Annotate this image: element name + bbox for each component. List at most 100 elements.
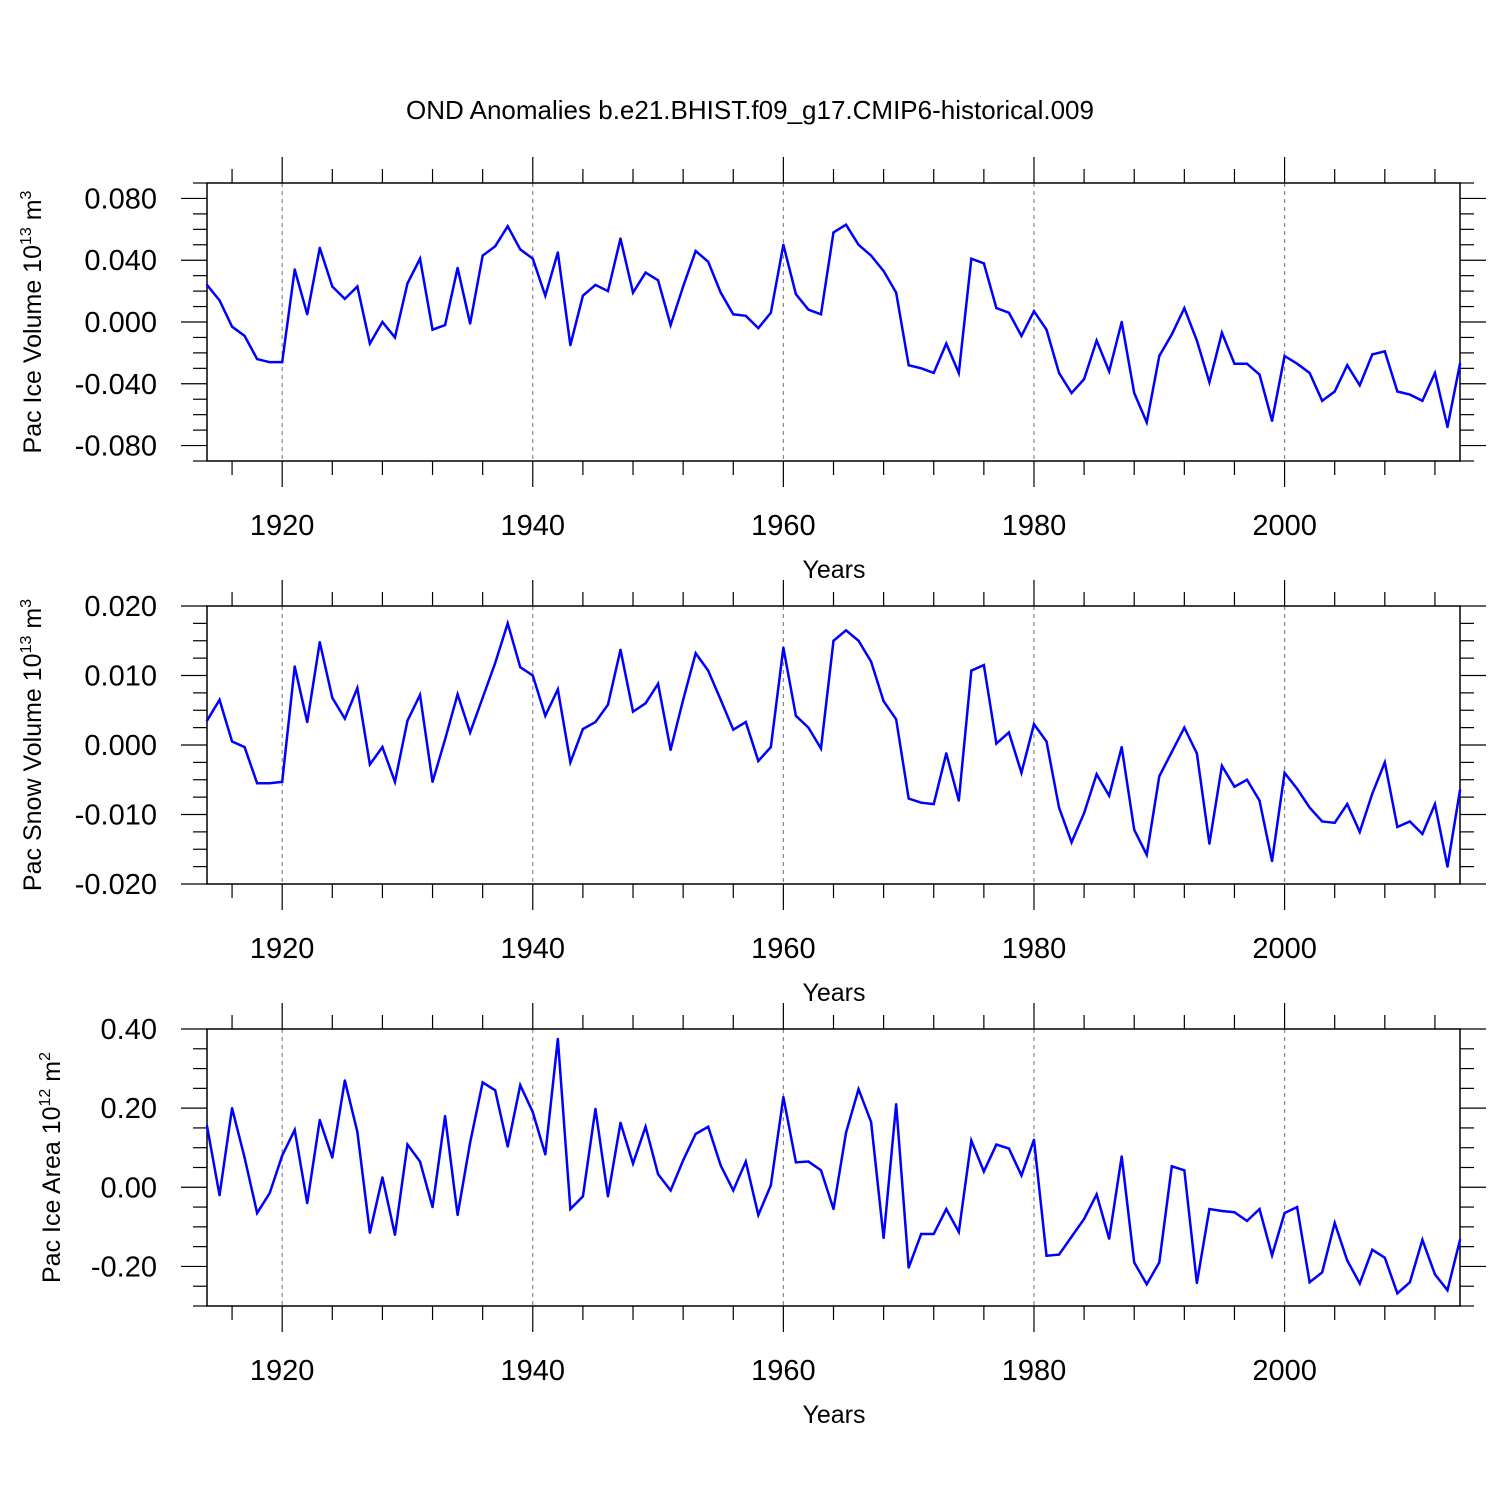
pac-ice-volume-point xyxy=(982,262,986,265)
pac-ice-volume-point xyxy=(1007,311,1011,314)
x-tick-label: 2000 xyxy=(1252,1355,1317,1387)
pac-snow-volume-point xyxy=(218,698,221,702)
pac-snow-volume-point xyxy=(1183,726,1186,729)
pac-snow-volume-point xyxy=(230,740,234,743)
pac-ice-volume-point xyxy=(1333,390,1336,393)
pac-ice-volume-point xyxy=(869,254,873,257)
pac-ice-volume-point xyxy=(255,357,259,361)
pac-snow-volume-point xyxy=(1220,764,1224,768)
x-tick-label: 1980 xyxy=(1002,1355,1067,1387)
pac-ice-area-point xyxy=(431,1205,434,1209)
pac-ice-area-point xyxy=(1020,1174,1023,1177)
pac-ice-volume-point xyxy=(744,314,747,318)
pac-ice-area-point xyxy=(443,1114,447,1118)
pac-ice-volume-point xyxy=(1183,306,1186,310)
pac-snow-volume-point xyxy=(656,682,660,686)
pac-ice-area-point xyxy=(757,1213,760,1217)
pac-ice-area-point xyxy=(406,1143,409,1146)
pac-snow-volume-point xyxy=(519,665,522,669)
pac-ice-area-point xyxy=(1258,1207,1261,1211)
pac-snow-volume-point xyxy=(468,731,472,734)
pac-snow-volume-point xyxy=(669,748,672,752)
pac-ice-area-point xyxy=(1270,1254,1274,1257)
pac-snow-volume-point xyxy=(443,738,447,741)
pac-ice-area-point xyxy=(1070,1235,1073,1238)
pac-ice-volume-point xyxy=(945,342,948,345)
pac-ice-volume-point xyxy=(1120,320,1123,324)
pac-ice-area-point xyxy=(1183,1169,1186,1172)
pac-snow-volume-point xyxy=(293,665,296,668)
pac-snow-volume-point xyxy=(819,747,823,750)
y-label-exponent: 12 xyxy=(37,1089,54,1107)
pac-ice-area-point xyxy=(1095,1193,1098,1196)
pac-ice-area-point xyxy=(306,1201,309,1205)
pac-ice-area-point xyxy=(1245,1219,1249,1223)
pac-snow-volume-point xyxy=(1107,794,1111,797)
pac-snow-volume-point xyxy=(807,726,810,729)
pac-ice-area-point xyxy=(456,1213,459,1217)
pac-ice-area-point xyxy=(744,1160,747,1163)
pac-snow-volume-point xyxy=(882,700,885,703)
pac-snow-volume-point xyxy=(1333,821,1336,825)
x-tick-label: 1980 xyxy=(1002,510,1067,542)
pac-ice-area-point xyxy=(1408,1281,1412,1284)
pac-ice-area-point xyxy=(732,1189,735,1192)
pac-snow-volume-point xyxy=(1120,745,1123,749)
pac-snow-volume-point xyxy=(594,720,597,724)
pac-ice-area-point xyxy=(1371,1248,1374,1252)
pac-ice-area-point xyxy=(920,1232,923,1236)
pac-ice-volume-point xyxy=(418,257,422,260)
pac-ice-area-point xyxy=(1333,1221,1336,1225)
pac-snow-volume-point xyxy=(995,742,998,745)
pac-snow-volume-point xyxy=(306,720,309,724)
pac-snow-volume-point xyxy=(506,622,509,625)
pac-snow-volume-point xyxy=(556,688,560,691)
pac-ice-volume-point xyxy=(1208,381,1211,384)
pac-ice-volume-point xyxy=(205,283,209,287)
pac-ice-area-point xyxy=(644,1125,647,1128)
pac-ice-volume-point xyxy=(519,248,522,251)
pac-ice-area-point xyxy=(769,1184,773,1187)
pac-ice-volume-point xyxy=(681,285,685,288)
pac-snow-volume-point xyxy=(782,646,785,649)
pac-snow-volume-point xyxy=(832,639,835,642)
pac-ice-volume-point xyxy=(356,285,359,288)
pac-ice-area-point xyxy=(1133,1261,1136,1264)
pac-snow-volume-point xyxy=(869,660,873,663)
pac-ice-volume-point xyxy=(1220,331,1224,335)
pac-ice-area-point xyxy=(1421,1238,1424,1242)
pac-ice-volume-point xyxy=(531,257,534,260)
pac-snow-volume-point xyxy=(1082,811,1086,815)
pac-ice-area-point xyxy=(619,1121,622,1124)
pac-ice-area-point xyxy=(594,1107,597,1111)
pac-ice-area-panel: 1920 1940 1960 1980 2000 Years -0.20 0.00 0.20 0.… xyxy=(37,1003,1486,1429)
y-label-unit: m xyxy=(38,1061,66,1089)
pac-ice-volume-point xyxy=(1195,339,1199,342)
pac-snow-volume-point xyxy=(970,669,973,672)
pac-snow-volume-point xyxy=(1358,830,1361,834)
pac-ice-area-point xyxy=(255,1211,259,1215)
pac-ice-area-point xyxy=(1170,1165,1174,1168)
pac-snow-volume-point xyxy=(707,669,710,672)
pac-ice-area-point xyxy=(1295,1205,1299,1209)
pac-ice-volume-point xyxy=(707,260,710,263)
pac-snow-volume-point xyxy=(356,686,359,690)
x-tick-label: 1980 xyxy=(1002,933,1067,965)
pac-ice-area-point xyxy=(544,1153,547,1156)
pac-ice-area-point xyxy=(832,1207,835,1211)
pac-ice-area-point xyxy=(343,1079,347,1082)
y-tick-label: -0.040 xyxy=(75,369,157,401)
pac-ice-volume-point xyxy=(268,360,271,364)
pac-ice-volume-point xyxy=(1233,362,1236,365)
pac-snow-volume-point xyxy=(894,718,898,721)
pac-ice-area-point xyxy=(1458,1238,1462,1242)
pac-ice-volume-point xyxy=(230,325,234,328)
pac-ice-area-point xyxy=(1320,1271,1324,1274)
pac-ice-area-point xyxy=(694,1132,697,1136)
x-axis-label: Years xyxy=(802,979,865,1007)
pac-snow-volume-point xyxy=(732,728,735,731)
pac-snow-volume-point xyxy=(406,719,409,722)
pac-ice-area-point xyxy=(506,1145,509,1148)
y-tick-label: -0.020 xyxy=(75,869,157,901)
pac-ice-volume-point xyxy=(769,311,773,314)
